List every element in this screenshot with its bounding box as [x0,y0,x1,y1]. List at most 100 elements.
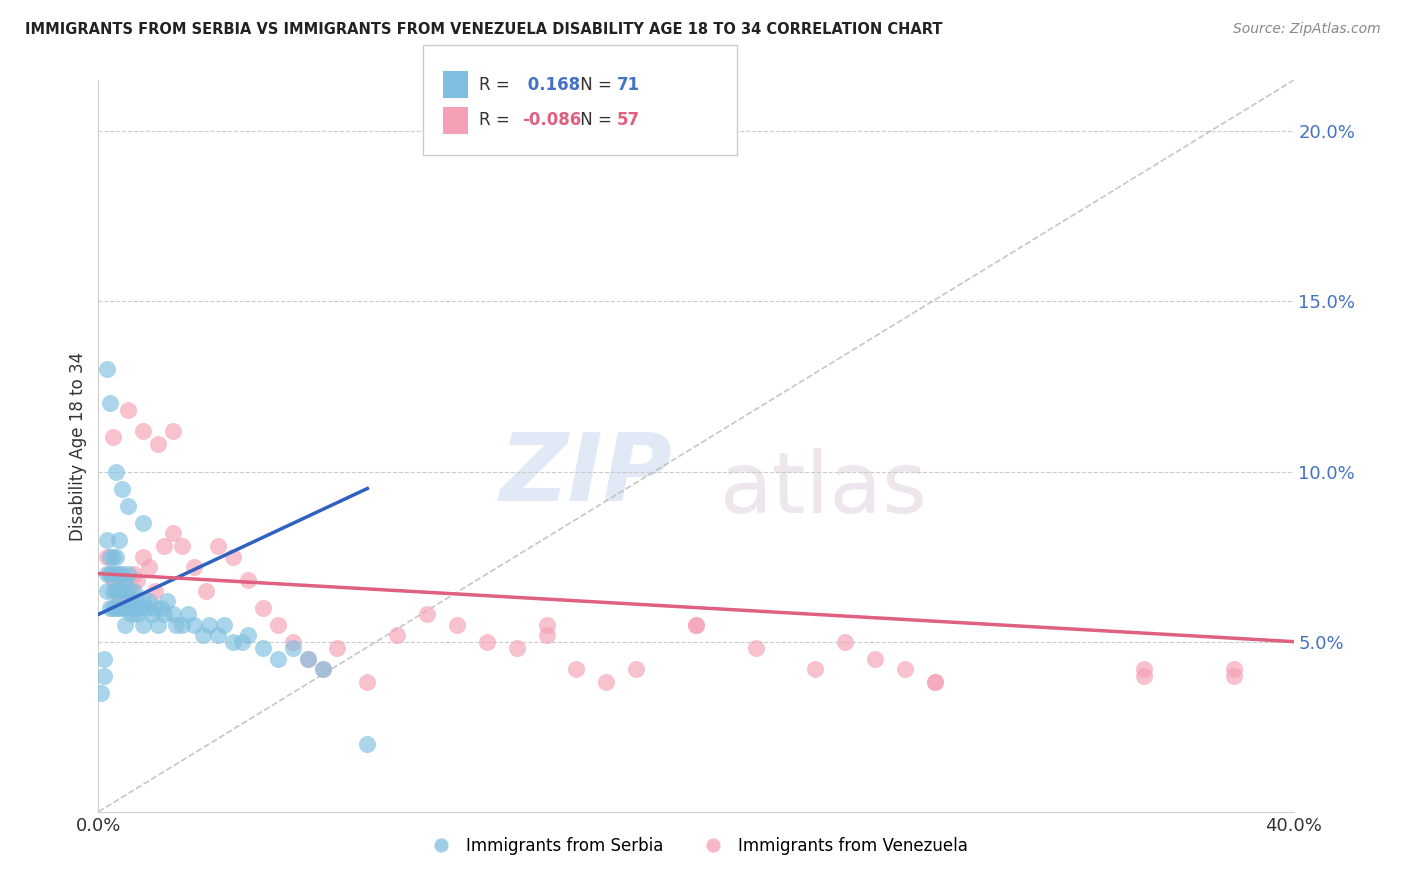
Point [1223,662,1246,676]
Point [281,634,304,648]
Point [162,607,184,622]
Y-axis label: Disability Age 18 to 34: Disability Age 18 to 34 [69,351,87,541]
Point [103,583,125,598]
Point [132,424,155,438]
Point [105,583,128,598]
Point [924,675,946,690]
Point [156,594,179,608]
Point [105,583,128,598]
Point [177,607,200,622]
Point [127,607,149,622]
Point [108,594,131,608]
Point [93,651,115,665]
Point [148,437,170,451]
Point [148,617,170,632]
Point [311,662,333,676]
Point [894,662,917,676]
Point [96,583,118,598]
Point [103,549,125,564]
Point [416,607,439,622]
Point [865,651,887,665]
Point [114,574,136,588]
Text: 71: 71 [617,76,640,94]
Point [804,662,827,676]
Point [326,641,349,656]
Point [536,628,558,642]
Text: atlas: atlas [720,449,928,532]
Point [108,566,131,581]
Point [1223,668,1246,682]
Point [117,566,139,581]
Point [132,516,155,530]
Point [207,628,229,642]
Point [96,549,118,564]
Point [117,583,139,598]
Text: 0.168: 0.168 [522,76,579,94]
Point [105,566,128,581]
Point [236,628,259,642]
Point [212,617,235,632]
Point [222,549,245,564]
Text: Source: ZipAtlas.com: Source: ZipAtlas.com [1233,22,1381,37]
Point [153,540,176,554]
Point [124,583,146,598]
Point [1133,662,1156,676]
Point [93,668,115,682]
Point [141,607,163,622]
Point [114,600,136,615]
Point [356,737,378,751]
Point [120,594,142,608]
Point [117,499,139,513]
Point [281,641,304,656]
Point [191,628,214,642]
Point [834,634,856,648]
Point [114,617,136,632]
Point [132,549,155,564]
Point [111,600,134,615]
Point [231,634,253,648]
Point [117,594,139,608]
Point [98,600,122,615]
Text: 57: 57 [617,112,640,129]
Point [108,583,131,598]
Point [120,607,142,622]
Text: N =: N = [575,112,617,129]
Text: N =: N = [575,76,617,94]
Point [132,594,155,608]
Point [236,574,259,588]
Point [252,600,274,615]
Point [198,617,221,632]
Point [311,662,333,676]
Point [1133,668,1156,682]
Point [98,566,122,581]
Point [111,566,134,581]
Point [98,549,122,564]
Point [138,594,160,608]
Point [252,641,274,656]
Point [297,651,319,665]
Point [98,396,122,410]
Text: -0.086: -0.086 [522,112,581,129]
Point [536,617,558,632]
Point [127,594,149,608]
Point [626,662,648,676]
Point [153,607,176,622]
Point [117,403,139,417]
Point [595,675,617,690]
Point [385,628,409,642]
Point [165,617,187,632]
Point [138,559,160,574]
Point [111,583,134,598]
Point [124,566,146,581]
Point [108,533,131,547]
Point [103,566,125,581]
Point [162,525,184,540]
Point [103,600,125,615]
Point [111,583,134,598]
Text: ZIP: ZIP [499,429,672,521]
Point [117,600,139,615]
Point [267,651,290,665]
Point [98,566,122,581]
Point [924,675,946,690]
Point [267,617,290,632]
